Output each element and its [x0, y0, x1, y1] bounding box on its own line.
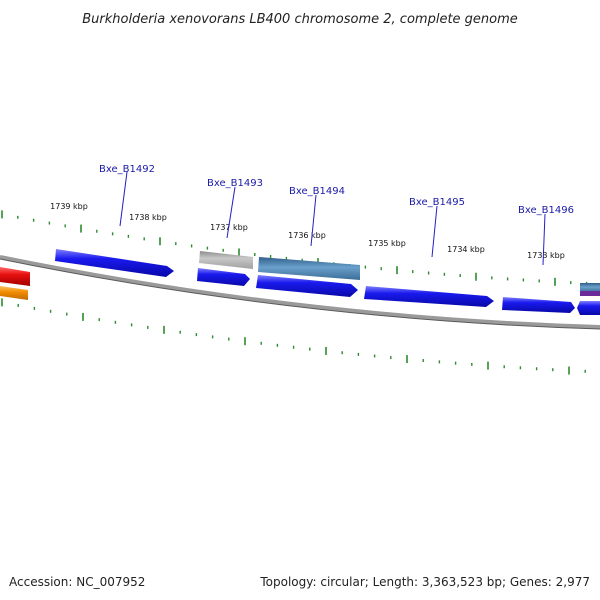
gene-label-bxe-b1492[interactable]: Bxe_B1492 [99, 164, 155, 175]
ruler-label: 1735 kbp [368, 239, 406, 248]
gene-label-bxe-b1493[interactable]: Bxe_B1493 [207, 178, 263, 189]
ruler-label: 1733 kbp [527, 251, 565, 260]
cds-feature-bxe-b1492[interactable] [55, 249, 174, 277]
gene-leader-line [226, 186, 236, 239]
cds-feature-bxe-b1495[interactable] [364, 286, 494, 307]
inner-tick-ruler [1, 298, 586, 375]
ruler-labels: 1739 kbp 1738 kbp 1737 kbp 1736 kbp 1735… [50, 202, 565, 260]
cds-feature-bxe-b1493[interactable] [199, 251, 253, 269]
forward-strand-features [55, 249, 600, 292]
cds-feature-bxe-b1494[interactable] [258, 257, 360, 280]
orange-feature[interactable] [0, 286, 28, 300]
ruler-label: 1736 kbp [288, 231, 326, 240]
cds-feature-partial-right[interactable] [577, 301, 600, 315]
genome-backbone-shade [0, 258, 600, 330]
gene-leader-line [542, 213, 546, 266]
reverse-strand-features [0, 267, 600, 315]
ruler-label: 1738 kbp [129, 213, 167, 222]
ruler-label: 1734 kbp [447, 245, 485, 254]
cds-feature-partial[interactable] [580, 283, 600, 292]
cds-feature-reverse-1[interactable] [197, 268, 250, 286]
cds-feature-reverse-2[interactable] [256, 275, 358, 297]
gene-leader-line [431, 205, 438, 258]
ruler-label: 1739 kbp [50, 202, 88, 211]
gene-leader-line [310, 194, 317, 247]
gene-label-bxe-b1495[interactable]: Bxe_B1495 [409, 197, 465, 208]
gene-label-bxe-b1496[interactable]: Bxe_B1496 [518, 205, 574, 216]
gene-labels: Bxe_B1492 Bxe_B1493 Bxe_B1494 Bxe_B1495 … [99, 164, 574, 266]
cds-feature-partial-purple[interactable] [580, 291, 600, 296]
cds-feature-bxe-b1496[interactable] [502, 297, 575, 313]
red-feature[interactable] [0, 267, 30, 286]
map-title: Burkholderia xenovorans LB400 chromosome… [82, 12, 518, 27]
genome-backbone [0, 255, 600, 329]
gene-leader-line [119, 171, 128, 227]
accession-text: Accession: NC_007952 [9, 575, 145, 589]
gene-label-bxe-b1494[interactable]: Bxe_B1494 [289, 186, 345, 197]
genome-summary-text: Topology: circular; Length: 3,363,523 bp… [259, 575, 590, 589]
